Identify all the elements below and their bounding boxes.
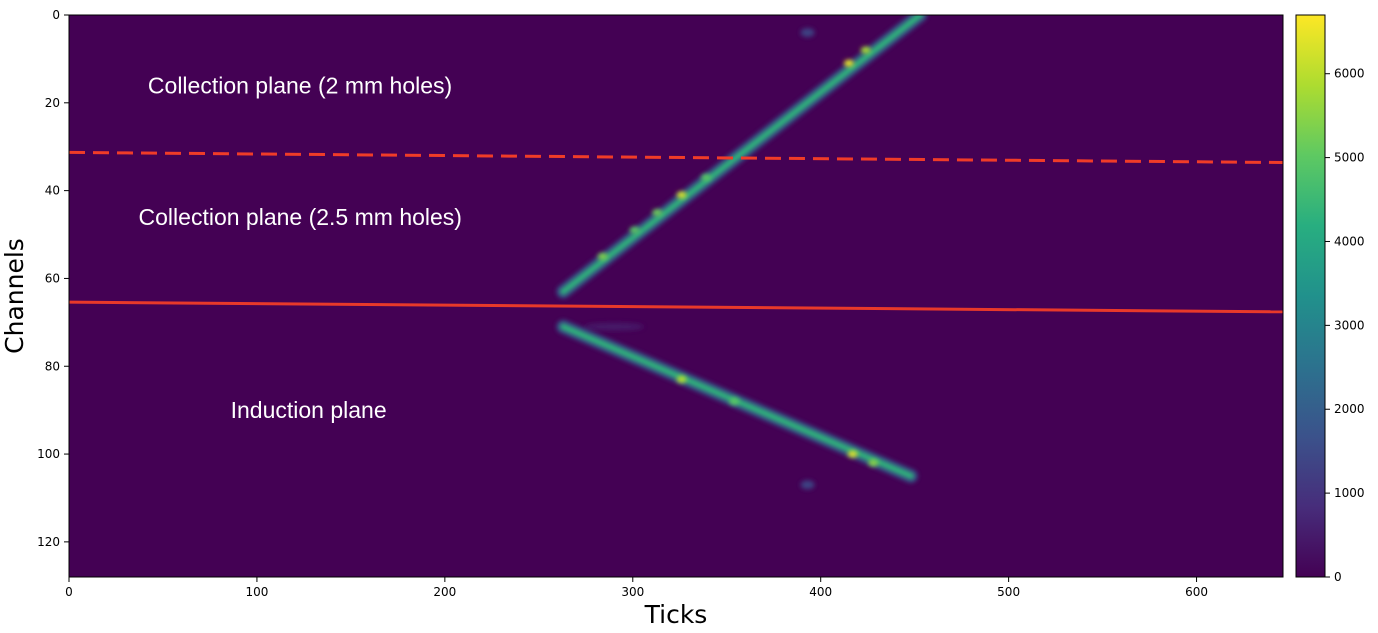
x-axis: 0 100 200 300 400 500 600 <box>65 577 1208 599</box>
colorbar-tick-label: 2000 <box>1334 402 1365 416</box>
colorbar-ticks: 0 1000 2000 3000 4000 5000 6000 <box>1325 67 1365 584</box>
heatmap-track <box>560 15 924 295</box>
plane-annotation: Induction plane <box>231 397 387 423</box>
x-tick-label: 100 <box>245 585 268 599</box>
y-tick-label: 80 <box>45 359 60 373</box>
heatmap-blob <box>800 28 815 38</box>
boundary-layer <box>69 150 1283 314</box>
colorbar-tick-label: 5000 <box>1334 151 1365 165</box>
x-tick-label: 0 <box>65 585 73 599</box>
y-tick-label: 60 <box>45 271 60 285</box>
y-tick-label: 120 <box>37 535 60 549</box>
heatmap-hotspot <box>868 459 879 467</box>
solid-boundary-line <box>69 300 1283 314</box>
annotation-layer: Collection plane (2 mm holes) Collection … <box>139 72 462 423</box>
colorbar-tick-label: 6000 <box>1334 67 1365 81</box>
heatmap-hotspot <box>843 59 854 67</box>
heatmap-hotspot <box>629 226 640 234</box>
hotspot-layer <box>597 46 879 467</box>
x-tick-label: 200 <box>433 585 456 599</box>
colorbar-tick-label: 1000 <box>1334 486 1365 500</box>
heatmap-hotspot <box>701 173 712 181</box>
x-tick-label: 600 <box>1185 585 1208 599</box>
heatmap-background <box>69 15 1283 577</box>
heatmap-hotspot <box>597 252 608 260</box>
colorbar-tick-label: 0 <box>1334 570 1342 584</box>
y-tick-label: 40 <box>45 184 60 198</box>
x-axis-title: Ticks <box>644 600 708 629</box>
y-tick-label: 0 <box>52 8 60 22</box>
heatmap-hotspot <box>676 191 687 199</box>
heatmap-hotspot <box>860 46 871 54</box>
plot-frame <box>68 14 1284 578</box>
heatmap-hotspot <box>676 375 687 383</box>
plane-annotation: Collection plane (2.5 mm holes) <box>139 204 462 230</box>
heatmap-blob <box>800 480 815 490</box>
x-tick-label: 500 <box>997 585 1020 599</box>
heatmap-hotspot <box>729 397 740 405</box>
colorbar-gradient <box>1295 14 1326 578</box>
heatmap-blob <box>583 322 644 331</box>
x-tick-label: 300 <box>621 585 644 599</box>
dashed-boundary-line <box>69 150 1283 165</box>
y-tick-label: 20 <box>45 96 60 110</box>
heatmap-hotspot <box>652 209 663 217</box>
y-axis: 0 20 40 60 80 100 120 <box>37 8 69 549</box>
y-tick-label: 100 <box>37 447 60 461</box>
colorbar-tick-label: 4000 <box>1334 234 1365 248</box>
y-axis-title: Channels <box>0 238 29 354</box>
heatmap-plot-area: Collection plane (2 mm holes) Collection … <box>68 14 1284 578</box>
plane-annotation: Collection plane (2 mm holes) <box>148 72 452 98</box>
x-tick-label: 400 <box>809 585 832 599</box>
colorbar: 0 1000 2000 3000 4000 5000 6000 <box>1295 14 1365 584</box>
colorbar-tick-label: 3000 <box>1334 318 1365 332</box>
heatmap-hotspot <box>847 450 858 458</box>
